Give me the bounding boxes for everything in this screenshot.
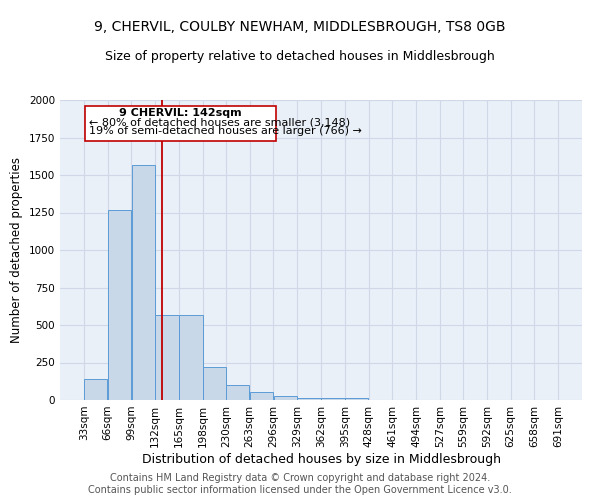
Y-axis label: Number of detached properties: Number of detached properties [10, 157, 23, 343]
Bar [131, 164, 155, 400]
Bar [155, 314, 179, 400]
Text: Size of property relative to detached houses in Middlesbrough: Size of property relative to detached ho… [105, 50, 495, 63]
Text: ← 80% of detached houses are smaller (3,148): ← 80% of detached houses are smaller (3,… [89, 117, 350, 127]
Bar [321, 398, 344, 400]
Bar [179, 314, 203, 400]
Bar [108, 210, 131, 400]
Bar [203, 367, 226, 400]
Text: 9, CHERVIL, COULBY NEWHAM, MIDDLESBROUGH, TS8 0GB: 9, CHERVIL, COULBY NEWHAM, MIDDLESBROUGH… [94, 20, 506, 34]
Bar [298, 398, 321, 400]
Text: 19% of semi-detached houses are larger (766) →: 19% of semi-detached houses are larger (… [89, 126, 362, 136]
Bar [226, 385, 250, 400]
Text: 9 CHERVIL: 142sqm: 9 CHERVIL: 142sqm [119, 108, 242, 118]
Text: Contains HM Land Registry data © Crown copyright and database right 2024.
Contai: Contains HM Land Registry data © Crown c… [88, 474, 512, 495]
X-axis label: Distribution of detached houses by size in Middlesbrough: Distribution of detached houses by size … [142, 452, 500, 466]
Bar [84, 379, 107, 400]
Bar [274, 396, 297, 400]
Bar [250, 392, 273, 400]
FancyBboxPatch shape [85, 106, 276, 140]
Bar [345, 398, 368, 400]
